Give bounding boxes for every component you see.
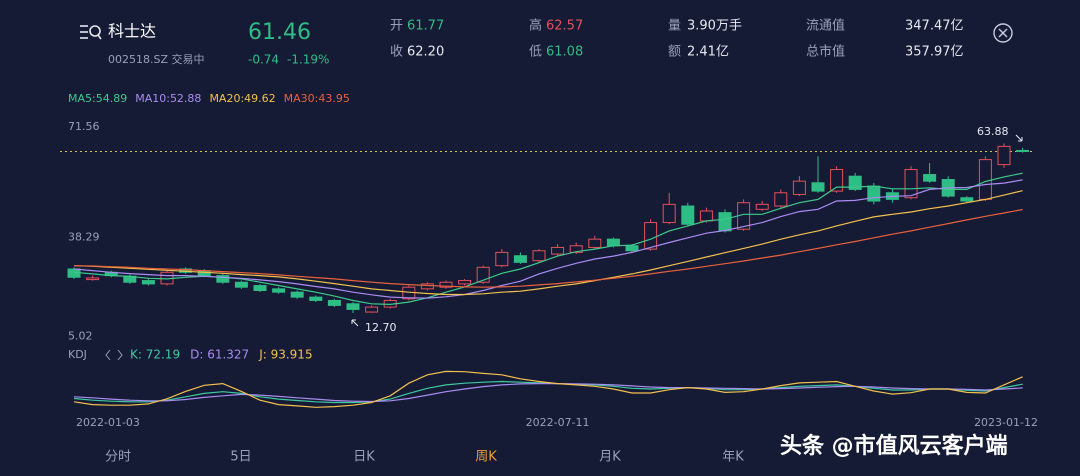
- kdj-title: KDJ: [68, 348, 87, 361]
- candle-body: [644, 222, 658, 250]
- ma-line: [73, 179, 1023, 299]
- candle-body: [997, 145, 1011, 166]
- kdj-line: [73, 383, 1023, 403]
- candle-body: [216, 275, 230, 283]
- candle-body: [234, 281, 248, 288]
- candle-body: [420, 283, 434, 290]
- min-annotation: 12.70: [365, 321, 397, 334]
- quote-label: 流通值: [806, 18, 845, 34]
- watermark: 头条 @市值风云客户端: [780, 433, 1008, 459]
- x-tick-label: 2022-07-11: [526, 416, 590, 429]
- candle-body: [532, 250, 546, 262]
- candle-body: [774, 192, 788, 207]
- ma-line: [73, 190, 1023, 296]
- ma-legend: MA5:54.89: [68, 92, 127, 105]
- quote-label: 额: [668, 45, 681, 60]
- quote-label: 总市值: [806, 44, 845, 60]
- period-tab[interactable]: 分时: [105, 450, 131, 465]
- quote-value: 61.08: [546, 45, 583, 60]
- candle-body: [495, 251, 509, 267]
- quote-value: 347.47亿: [905, 19, 964, 34]
- candle-body: [86, 277, 100, 281]
- candle-body: [588, 238, 602, 248]
- max-annotation: 63.88: [977, 125, 1009, 138]
- candle-body: [681, 205, 695, 225]
- quote-value: 62.20: [407, 45, 444, 60]
- candle-body: [272, 288, 286, 293]
- quote-value: 61.77: [407, 19, 444, 34]
- price-change: -0.74: [248, 53, 279, 67]
- candle-body: [1016, 149, 1030, 152]
- candle-body: [346, 303, 360, 310]
- kdj-legend: K: 72.19: [130, 348, 180, 362]
- candle-body: [253, 285, 267, 292]
- candle-body: [978, 159, 992, 200]
- candle-body: [904, 169, 918, 199]
- candle-body: [625, 245, 639, 252]
- stock-name: 科士达: [108, 22, 156, 41]
- candle-body: [718, 212, 732, 232]
- period-tab[interactable]: 年K: [722, 450, 744, 465]
- last-price: 61.46: [248, 20, 311, 45]
- candle-body: [792, 180, 806, 195]
- kdj-legend: J: 93.915: [258, 348, 312, 362]
- x-tick-label: 2022-01-03: [76, 416, 140, 429]
- candle-body: [923, 174, 937, 182]
- ma-legend: MA30:43.95: [284, 92, 350, 105]
- period-tab[interactable]: 日K: [353, 450, 375, 465]
- period-tab[interactable]: 月K: [599, 450, 621, 465]
- kdj-legend: D: 61.327: [190, 348, 249, 362]
- ma-line: [73, 208, 1023, 288]
- logo: [80, 25, 102, 40]
- candle-body: [327, 299, 341, 306]
- candle-body: [960, 197, 974, 202]
- candle-body: [755, 203, 769, 210]
- candle-body: [699, 210, 713, 222]
- max-arrow: [1015, 134, 1023, 142]
- y-tick-label: 71.56: [68, 120, 100, 133]
- quote-label: 低: [529, 45, 542, 60]
- y-tick-label: 5.02: [68, 330, 93, 343]
- candle-body: [141, 280, 155, 285]
- candle-body: [811, 182, 825, 192]
- quote-label: 量: [668, 19, 681, 34]
- candle-body: [830, 169, 844, 192]
- stock-code: 002518.SZ 交易中: [108, 52, 205, 66]
- candle-body: [662, 203, 676, 224]
- period-tab[interactable]: 周K: [475, 450, 497, 465]
- kdj-line: [73, 370, 1023, 408]
- candle-body: [551, 246, 565, 255]
- candle-body: [606, 238, 620, 247]
- candle-body: [513, 255, 527, 263]
- quote-label: 收: [390, 45, 403, 60]
- quote-label: 高: [529, 18, 542, 34]
- y-tick-label: 38.29: [68, 230, 100, 243]
- candle-body: [439, 281, 453, 288]
- quote-value: 2.41亿: [687, 45, 729, 60]
- quote-value: 3.90万手: [687, 19, 742, 34]
- kdj-switch-icon: [105, 349, 123, 361]
- candle-body: [309, 296, 323, 301]
- quote-label: 开: [390, 19, 403, 34]
- quote-value: 357.97亿: [905, 45, 964, 60]
- candle-body: [569, 245, 583, 253]
- candle-body: [365, 306, 379, 313]
- candle-body: [848, 175, 862, 190]
- price-change-pct: -1.19%: [287, 53, 329, 67]
- min-arrow: [351, 319, 359, 327]
- close-button[interactable]: [993, 23, 1013, 43]
- candle-body: [290, 291, 304, 298]
- ma-legend: MA20:49.62: [209, 92, 275, 105]
- x-tick-label: 2023-01-12: [974, 416, 1038, 429]
- quote-value: 62.57: [546, 19, 583, 34]
- candle-body: [458, 280, 472, 285]
- ma-legend: MA10:52.88: [135, 92, 201, 105]
- period-tab[interactable]: 5日: [230, 450, 251, 465]
